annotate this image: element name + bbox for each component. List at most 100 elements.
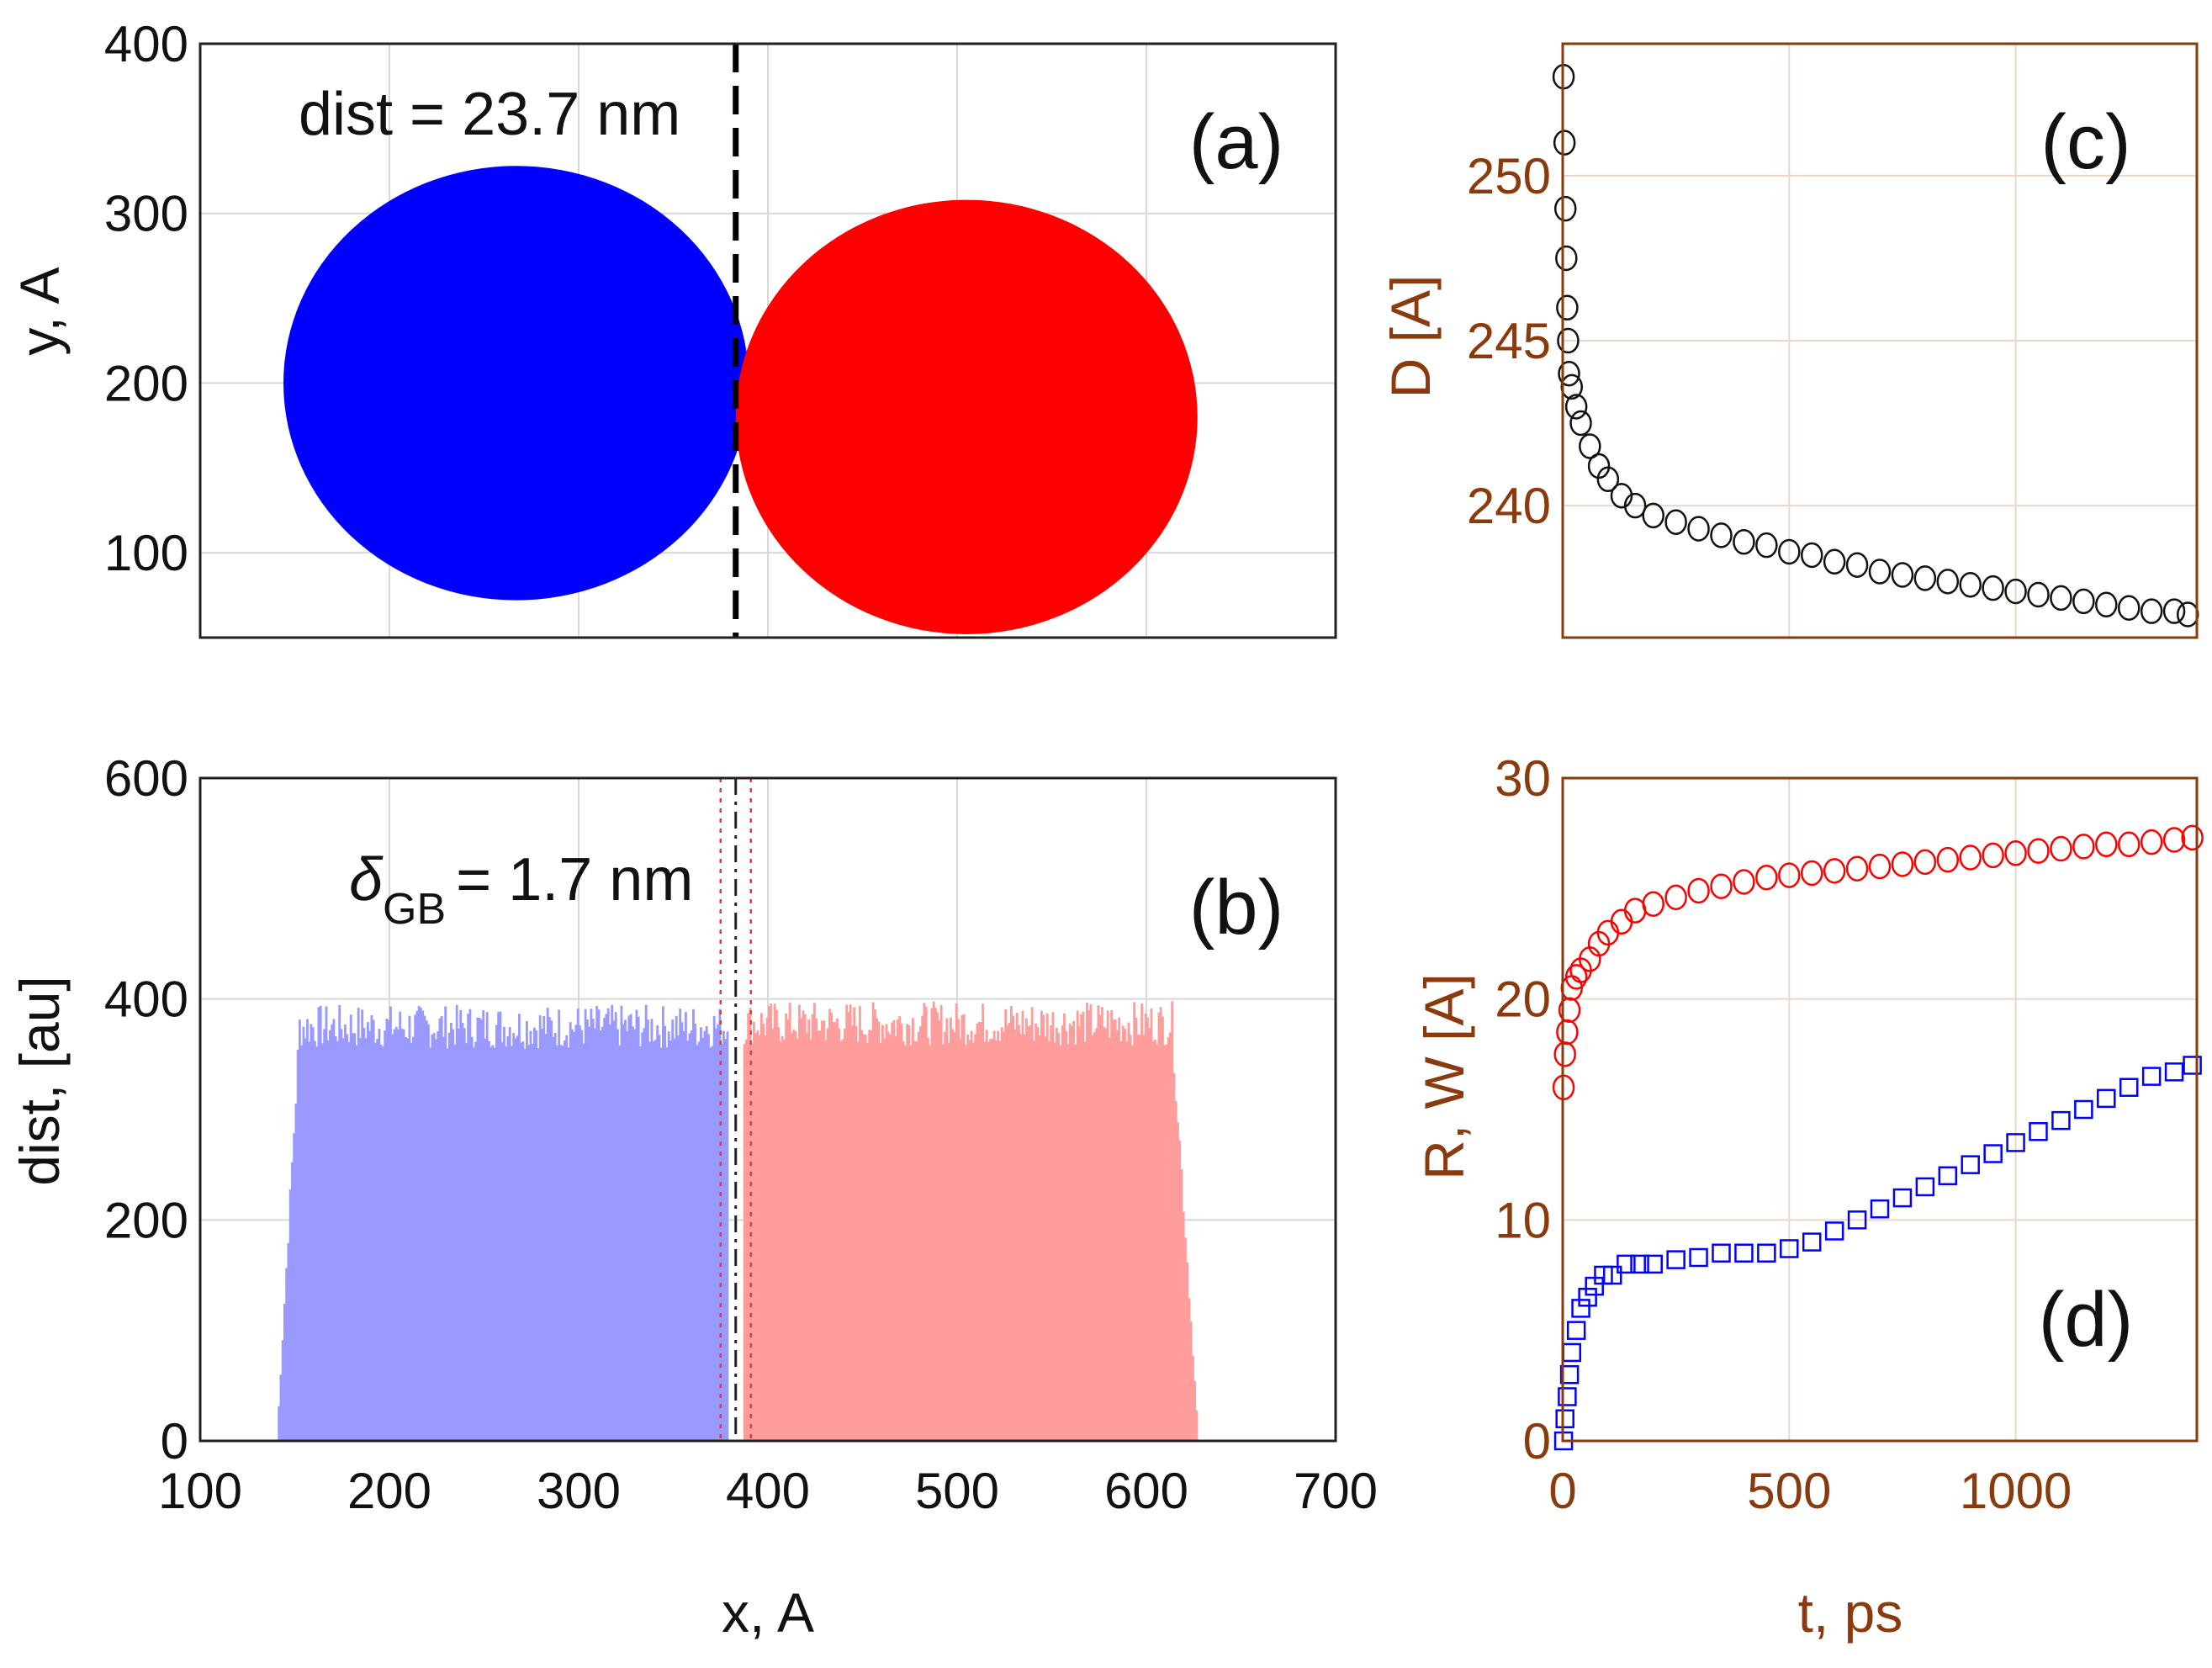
R-marker <box>1687 877 1710 904</box>
W-marker <box>1802 1232 1822 1252</box>
left-grain-hist-bar <box>361 1009 364 1441</box>
left-grain-hist-bar <box>299 1019 301 1441</box>
D-marker <box>1800 542 1823 569</box>
D-marker <box>1553 130 1576 156</box>
right-grain-hist-bar <box>898 1016 902 1441</box>
left-grain-hist-bar <box>465 1043 468 1441</box>
left-grain-hist-bar <box>644 1004 648 1441</box>
right-grain-hist-bar <box>919 1026 922 1441</box>
right-grain-hist-bar <box>1165 1044 1168 1441</box>
R-marker <box>2004 840 2027 866</box>
right-grain-hist-bar <box>1139 1035 1141 1441</box>
right-grain-hist-bar <box>1124 1028 1126 1441</box>
right-grain-hist-bar <box>980 1022 982 1441</box>
left-grain-hist-bar <box>488 1041 490 1441</box>
right-grain-hist-bar <box>959 1039 962 1441</box>
x-tick-label: 100 <box>158 1463 242 1519</box>
left-grain-hist-bar <box>412 1036 415 1441</box>
panel-tag-d: (d) <box>2039 1277 2133 1363</box>
W-marker <box>1983 1144 2003 1163</box>
left-grain-hist-bar <box>410 1042 413 1441</box>
R-marker <box>1755 864 1778 891</box>
left-grain-hist-bar <box>474 1041 478 1441</box>
W-marker <box>1559 1364 1580 1385</box>
left-grain-hist-bar <box>580 1030 584 1441</box>
R-marker <box>1891 851 1914 877</box>
R-marker <box>1553 1041 1576 1067</box>
R-marker <box>1982 842 2004 869</box>
left-grain-hist-bar <box>537 1048 540 1441</box>
left-grain-hist-bar <box>442 1036 445 1441</box>
left-grain-hist-bar <box>626 1031 629 1441</box>
left-grain-hist-bar <box>656 1025 659 1441</box>
R-marker <box>1664 884 1687 911</box>
right-grain-hist-bar <box>897 1019 899 1441</box>
left-grain-hist-bar <box>319 1005 322 1441</box>
annotation-dist: dist = 23.7 nm <box>299 81 680 148</box>
left-grain-hist-bar <box>609 1025 611 1441</box>
left-grain-hist-bar <box>391 1034 394 1441</box>
left-grain-hist-bar <box>659 1047 663 1441</box>
right-grain-hist-bar <box>985 1030 988 1441</box>
left-grain-hist-bar <box>635 1009 638 1441</box>
right-grain-hist-bar <box>1151 1041 1155 1441</box>
left-grain-hist-bar <box>414 1014 417 1441</box>
right-grain-hist-bar <box>1142 1035 1146 1441</box>
left-grain-hist-bar <box>679 1009 682 1441</box>
right-grain-hist-bar <box>1184 1237 1187 1441</box>
axes-frame <box>1561 42 2199 639</box>
ylabel-b: dist, [au] <box>8 976 71 1185</box>
right-grain-hist-bar <box>775 1009 778 1441</box>
right-grain-hist-bar <box>802 1010 805 1441</box>
left-grain-hist-bar <box>291 1162 294 1441</box>
W-marker <box>1602 1265 1622 1285</box>
left-grain-hist-bar <box>511 1046 513 1441</box>
left-grain-hist-bar <box>296 1049 299 1441</box>
right-grain-hist-bar <box>860 1030 864 1441</box>
right-grain-hist-bar <box>1010 1006 1013 1441</box>
left-grain-hist-bar <box>671 1019 675 1441</box>
left-grain-hist-bar <box>669 1041 672 1441</box>
W-marker <box>2164 1062 2184 1082</box>
W-marker <box>2029 1122 2048 1141</box>
y-tick-label: 245 <box>1467 313 1551 369</box>
left-grain-hist-bar <box>675 1015 678 1441</box>
right-grain-hist-bar <box>955 1003 958 1441</box>
right-grain-hist-bar <box>936 1012 939 1441</box>
left-grain-hist-bar <box>429 1047 432 1441</box>
D-marker <box>2117 595 2141 621</box>
right-grain-hist-bar <box>939 1004 943 1441</box>
left-grain-hist-bar <box>329 1030 331 1441</box>
W-marker <box>1555 1409 1574 1428</box>
left-grain-hist-bar <box>720 1044 723 1441</box>
y-tick-label: 200 <box>104 1192 188 1248</box>
left-grain-hist-bar <box>527 1045 531 1441</box>
right-grain-hist-bar <box>833 1022 837 1441</box>
D-marker <box>1868 559 1892 585</box>
R-marker <box>2181 824 2204 851</box>
right-grain-hist-bar <box>1172 1072 1176 1441</box>
right-grain-hist-bar <box>838 1028 841 1441</box>
left-grain-hist-bar <box>484 1038 487 1441</box>
right-grain-hist-bar <box>953 1032 956 1441</box>
left-grain-hist-bar <box>677 1035 680 1441</box>
D-marker <box>1664 509 1687 535</box>
right-grain-hist-bar <box>915 1041 918 1441</box>
left-grain-hist-bar <box>535 1030 538 1441</box>
right-grain-hist-bar <box>932 1001 935 1441</box>
right-grain-hist-bar <box>803 1014 807 1441</box>
left-grain-hist-bar <box>538 1015 542 1441</box>
right-grain-hist-bar <box>760 1013 763 1441</box>
right-grain-hist-bar <box>1180 1169 1183 1441</box>
left-grain-hist-bar <box>597 1009 601 1441</box>
y-tick-label: 100 <box>104 525 188 581</box>
left-grain-hist-bar <box>654 1040 657 1441</box>
right-grain-hist-bar <box>947 1042 950 1441</box>
D-marker <box>1556 294 1579 321</box>
y-tick-label: 200 <box>104 355 188 411</box>
right-grain-hist-bar <box>997 1030 1000 1441</box>
left-grain-hist-bar <box>529 1030 532 1441</box>
x-tick-label: 500 <box>1747 1463 1831 1519</box>
left-grain-hist-bar <box>300 1045 304 1441</box>
right-grain-hist-bar <box>796 1038 799 1441</box>
